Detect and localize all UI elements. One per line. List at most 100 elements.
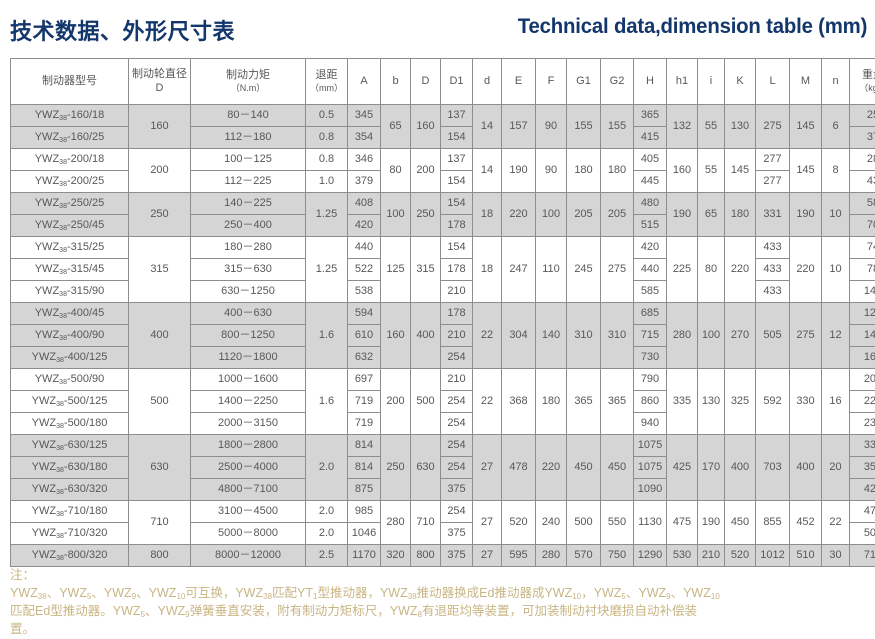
column-header-label: 制动力矩	[191, 69, 305, 83]
cell-torque: 4800－7100	[191, 479, 306, 501]
cell-gap: 1.0	[306, 171, 348, 193]
cell-L: 505	[756, 303, 790, 369]
cell-weight: 202	[850, 369, 875, 391]
cell-D1: 154	[441, 171, 473, 193]
cell-G1: 365	[567, 369, 601, 435]
cell-wheelD: 200	[129, 149, 191, 193]
cell-torque: 1000－1600	[191, 369, 306, 391]
cell-M: 145	[790, 105, 822, 149]
model-subscript: 38	[56, 401, 64, 408]
cell-b: 200	[381, 369, 411, 435]
cell-b: 250	[381, 435, 411, 501]
cell-D1: 154	[441, 127, 473, 149]
column-header-G2: G2	[601, 59, 634, 105]
cell-n: 10	[822, 193, 850, 237]
cell-H: 790	[634, 369, 667, 391]
column-header-K: K	[725, 59, 756, 105]
cell-model: YWZ38-710/180	[11, 501, 129, 523]
cell-gap: 1.25	[306, 193, 348, 237]
cell-H: 1130	[634, 501, 667, 545]
column-header-label: d	[473, 75, 501, 89]
cell-G2: 750	[601, 545, 634, 567]
column-header-label: h1	[667, 75, 697, 89]
model-subscript: 5	[621, 592, 625, 601]
column-header-label: K	[725, 75, 755, 89]
cell-torque: 5000－8000	[191, 523, 306, 545]
cell-d: 22	[473, 303, 502, 369]
cell-torque: 1120－1800	[191, 347, 306, 369]
cell-E: 157	[502, 105, 536, 149]
cell-weight: 58	[850, 193, 875, 215]
cell-G1: 450	[567, 435, 601, 501]
cell-n: 16	[822, 369, 850, 435]
cell-h1: 475	[667, 501, 698, 545]
cell-model: YWZ38-200/18	[11, 149, 129, 171]
footnote-line-1: YWZ38、YWZ5、YWZ9、YWZ10可互换，YWZ38匹配YT1型推动器，…	[10, 584, 866, 602]
cell-M: 400	[790, 435, 822, 501]
cell-d: 14	[473, 105, 502, 149]
cell-gap: 0.5	[306, 105, 348, 127]
cell-torque: 1800－2800	[191, 435, 306, 457]
cell-H: 1075	[634, 435, 667, 457]
model-subscript: 38	[59, 115, 67, 122]
cell-n: 22	[822, 501, 850, 545]
cell-weight: 475	[850, 501, 875, 523]
cell-D1: 210	[441, 369, 473, 391]
cell-i: 55	[698, 149, 725, 193]
cell-b: 125	[381, 237, 411, 303]
model-subscript: 38	[56, 357, 64, 364]
cell-h1: 160	[667, 149, 698, 193]
cell-D1: 137	[441, 105, 473, 127]
cell-A: 814	[348, 435, 381, 457]
cell-K: 520	[725, 545, 756, 567]
model-subscript: 38	[56, 445, 64, 452]
model-subscript: 10	[711, 592, 720, 601]
cell-gap: 1.6	[306, 303, 348, 369]
cell-A: 719	[348, 391, 381, 413]
cell-model: YWZ38-250/25	[11, 193, 129, 215]
cell-A: 538	[348, 281, 381, 303]
cell-h1: 425	[667, 435, 698, 501]
column-header-label: D	[411, 75, 440, 89]
cell-G2: 365	[601, 369, 634, 435]
cell-b: 100	[381, 193, 411, 237]
cell-A: 1170	[348, 545, 381, 567]
cell-weight: 43	[850, 171, 875, 193]
cell-wheelD: 160	[129, 105, 191, 149]
cell-D1: 375	[441, 479, 473, 501]
column-header-unit: （mm）	[306, 83, 347, 94]
page-title-cn: 技术数据、外形尺寸表	[10, 14, 235, 46]
column-header-d: d	[473, 59, 502, 105]
cell-G2: 275	[601, 237, 634, 303]
cell-wheelD: 315	[129, 237, 191, 303]
column-header-label: G1	[567, 75, 600, 89]
cell-d: 22	[473, 369, 502, 435]
cell-weight: 220	[850, 391, 875, 413]
cell-wheelD: 800	[129, 545, 191, 567]
cell-A: 632	[348, 347, 381, 369]
cell-G2: 450	[601, 435, 634, 501]
cell-A: 346	[348, 149, 381, 171]
model-subscript: 10	[572, 592, 581, 601]
cell-model: YWZ38-160/18	[11, 105, 129, 127]
cell-A: 985	[348, 501, 381, 523]
model-subscript: 38	[59, 225, 67, 232]
column-header-i: i	[698, 59, 725, 105]
cell-H: 585	[634, 281, 667, 303]
cell-wheelD: 500	[129, 369, 191, 435]
cell-n: 10	[822, 237, 850, 303]
cell-h1: 280	[667, 303, 698, 369]
model-subscript: 38	[56, 533, 64, 540]
cell-G1: 570	[567, 545, 601, 567]
cell-gap: 1.6	[306, 369, 348, 435]
cell-H: 440	[634, 259, 667, 281]
cell-gap: 0.8	[306, 127, 348, 149]
cell-D1: 178	[441, 303, 473, 325]
cell-H: 685	[634, 303, 667, 325]
cell-L: 275	[756, 105, 790, 149]
cell-D1: 178	[441, 259, 473, 281]
